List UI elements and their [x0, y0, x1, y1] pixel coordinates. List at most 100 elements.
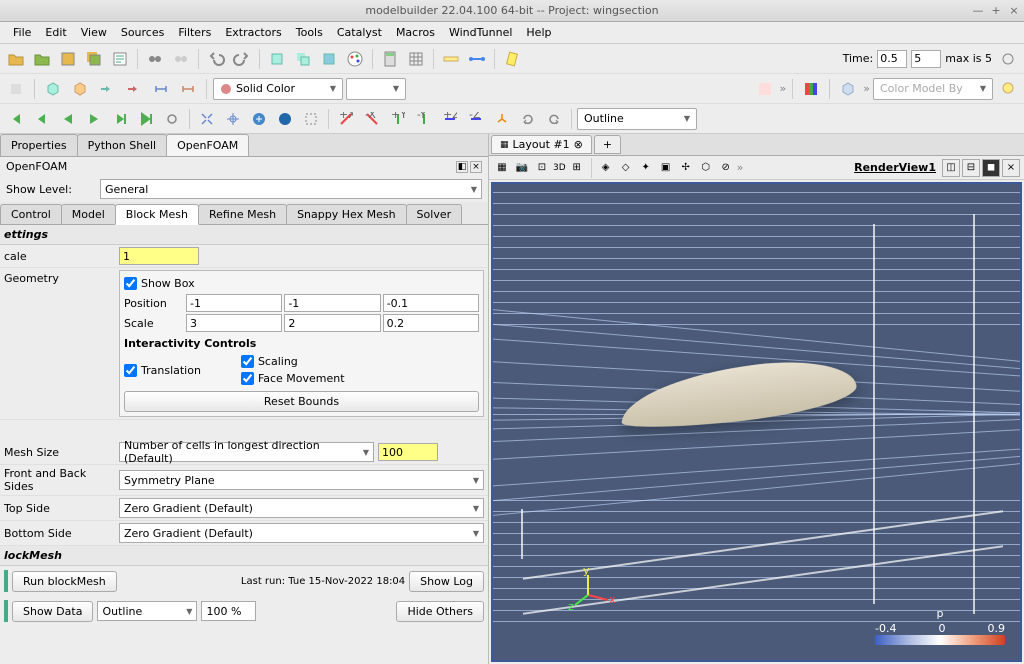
run-blockmesh-button[interactable]: Run blockMesh	[12, 571, 117, 592]
geom-scale-x[interactable]	[186, 314, 282, 332]
ruler2-icon[interactable]	[465, 47, 489, 71]
reset-camera-icon[interactable]	[247, 107, 271, 131]
menu-view[interactable]: View	[74, 24, 114, 41]
render-options-icon[interactable]: ▦	[493, 159, 511, 177]
redo-icon[interactable]	[230, 47, 254, 71]
bottom-side-select[interactable]: Zero Gradient (Default)▼	[119, 523, 484, 543]
cube-view-icon[interactable]	[836, 77, 860, 101]
box-icon[interactable]	[265, 47, 289, 71]
hide-others-button[interactable]: Hide Others	[396, 601, 484, 622]
ruler-icon[interactable]	[439, 47, 463, 71]
rotate-ccw-icon[interactable]	[542, 107, 566, 131]
select-cells-icon[interactable]: ◇	[617, 159, 635, 177]
color-model-combo[interactable]: Color Model By ▼	[873, 78, 993, 100]
axis-nx-icon[interactable]: -X	[360, 107, 384, 131]
cube-arrow2-icon[interactable]	[122, 77, 146, 101]
open-icon[interactable]	[4, 47, 28, 71]
axis-ny-icon[interactable]: -Y	[412, 107, 436, 131]
last-frame-icon[interactable]	[134, 107, 158, 131]
close-icon[interactable]: ×	[1008, 5, 1020, 17]
range2-icon[interactable]	[176, 77, 200, 101]
select-block-icon[interactable]: ▣	[657, 159, 675, 177]
mesh-size-input[interactable]	[378, 443, 438, 461]
save-icon[interactable]	[56, 47, 80, 71]
component-combo[interactable]: ▼	[346, 78, 406, 100]
geom-scale-z[interactable]	[383, 314, 479, 332]
geom-scale-y[interactable]	[284, 314, 380, 332]
show-data-button[interactable]: Show Data	[12, 601, 93, 622]
poly-select-icon[interactable]: ⬡	[697, 159, 715, 177]
menu-catalyst[interactable]: Catalyst	[330, 24, 389, 41]
axis-px-icon[interactable]: +X	[334, 107, 358, 131]
3d-label[interactable]: 3D	[553, 159, 566, 177]
menu-extractors[interactable]: Extractors	[218, 24, 288, 41]
show-box-checkbox[interactable]	[124, 277, 137, 290]
menu-windtunnel[interactable]: WindTunnel	[442, 24, 519, 41]
axis-nz-icon[interactable]: -Z	[464, 107, 488, 131]
menu-macros[interactable]: Macros	[389, 24, 442, 41]
face-movement-checkbox[interactable]	[241, 372, 254, 385]
time-settings-icon[interactable]	[996, 47, 1020, 71]
maximize-icon[interactable]: +	[990, 5, 1002, 17]
menu-help[interactable]: Help	[519, 24, 558, 41]
time-value-1[interactable]	[877, 50, 907, 68]
top-side-select[interactable]: Zero Gradient (Default)▼	[119, 498, 484, 518]
split-v-icon[interactable]: ⊟	[962, 159, 980, 177]
zoom-box-icon[interactable]	[299, 107, 323, 131]
script-icon[interactable]	[108, 47, 132, 71]
lightbulb-icon[interactable]	[996, 77, 1020, 101]
position-x[interactable]	[186, 294, 282, 312]
reset-bounds-button[interactable]: Reset Bounds	[124, 391, 479, 412]
tab-openfoam[interactable]: OpenFOAM	[166, 134, 249, 156]
box3-icon[interactable]	[317, 47, 341, 71]
tab-properties[interactable]: Properties	[0, 134, 78, 156]
color-by-combo[interactable]: Solid Color ▼	[213, 78, 343, 100]
interactive-select-icon[interactable]: ✢	[677, 159, 695, 177]
play-back-icon[interactable]	[56, 107, 80, 131]
crosshair-icon[interactable]	[221, 107, 245, 131]
menu-file[interactable]: File	[6, 24, 38, 41]
undo-icon[interactable]	[204, 47, 228, 71]
layout-tab-1[interactable]: ▦ Layout #1 ⊗	[491, 135, 592, 154]
axis-pz-icon[interactable]: +Z	[438, 107, 462, 131]
save-all-icon[interactable]	[82, 47, 106, 71]
zoom-fit-icon[interactable]	[273, 107, 297, 131]
menu-filters[interactable]: Filters	[171, 24, 218, 41]
close-view-icon[interactable]: ×	[1002, 159, 1020, 177]
subtab-control[interactable]: Control	[0, 204, 62, 224]
play-icon[interactable]	[82, 107, 106, 131]
add-layout-button[interactable]: +	[594, 135, 621, 154]
data-pct-select[interactable]: 100 %	[201, 601, 256, 621]
cube-icon[interactable]	[41, 77, 65, 101]
menu-sources[interactable]: Sources	[114, 24, 172, 41]
apply-icon[interactable]	[4, 77, 28, 101]
subtab-refinemesh[interactable]: Refine Mesh	[198, 204, 287, 224]
next-frame-icon[interactable]	[108, 107, 132, 131]
range-icon[interactable]	[149, 77, 173, 101]
menu-edit[interactable]: Edit	[38, 24, 73, 41]
camera-icon[interactable]: 📷	[513, 159, 531, 177]
colormap-icon[interactable]	[799, 77, 823, 101]
hover-icon[interactable]: ✦	[637, 159, 655, 177]
layout-tab-close-icon[interactable]: ⊗	[574, 138, 583, 151]
position-y[interactable]	[284, 294, 380, 312]
axis-py-icon[interactable]: +Y	[386, 107, 410, 131]
representation-icon[interactable]	[753, 77, 777, 101]
prev-frame-icon[interactable]	[30, 107, 54, 131]
snapshot-icon[interactable]: ⊡	[533, 159, 551, 177]
mesh-size-mode-select[interactable]: Number of cells in longest direction (De…	[119, 442, 374, 462]
show-log-button[interactable]: Show Log	[409, 571, 484, 592]
menu-tools[interactable]: Tools	[289, 24, 330, 41]
3d-viewport[interactable]: document.write(Array.from({length:40},(_…	[491, 182, 1022, 662]
palette-icon[interactable]	[343, 47, 367, 71]
grid-toggle-icon[interactable]: ⊞	[568, 159, 586, 177]
expand-icon[interactable]	[195, 107, 219, 131]
maximize-view-icon[interactable]: ◼	[982, 159, 1000, 177]
front-back-select[interactable]: Symmetry Plane▼	[119, 470, 484, 490]
rotate-cw-icon[interactable]	[516, 107, 540, 131]
loop-icon[interactable]	[160, 107, 184, 131]
time-value-2[interactable]	[911, 50, 941, 68]
panel-close-icon[interactable]: ×	[470, 161, 482, 173]
new-folder-icon[interactable]	[30, 47, 54, 71]
subtab-blockmesh[interactable]: Block Mesh	[115, 204, 199, 225]
